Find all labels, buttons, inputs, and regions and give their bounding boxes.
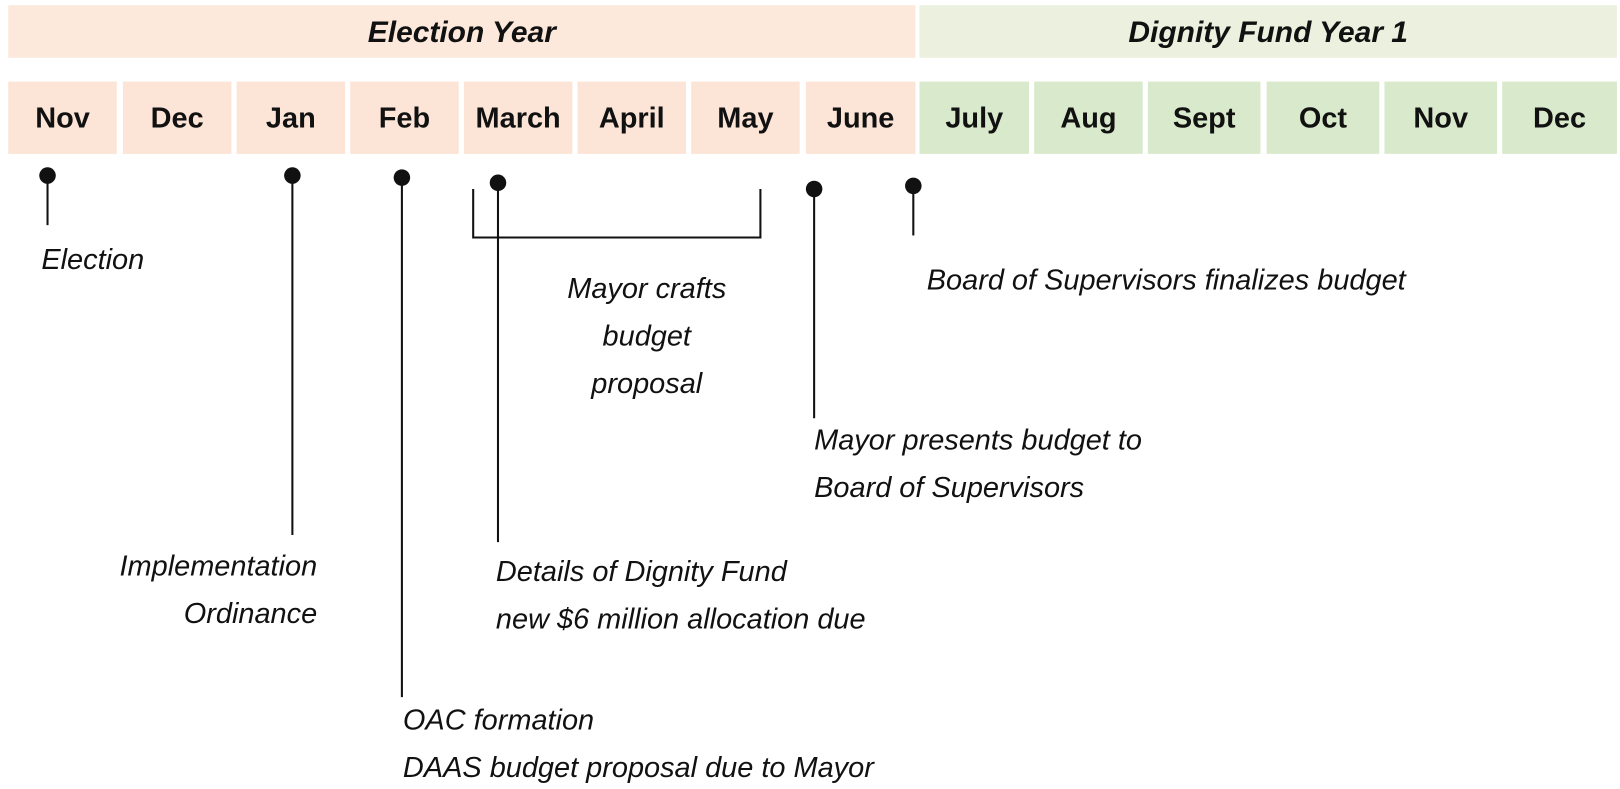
pin-dot [39,167,56,184]
month-label: Nov [35,102,90,134]
month-label: Sept [1173,102,1236,134]
event-label: new $6 million allocation due [496,603,866,635]
month-cell [1147,81,1261,154]
month-label: June [827,102,894,134]
month-label: April [599,102,665,134]
month-label: Feb [379,102,430,134]
month-label: Aug [1060,102,1116,134]
month-cell [805,81,916,154]
pin-dot [284,167,301,184]
event-label: budget [603,320,693,352]
event-label: proposal [590,368,703,400]
month-cell [1034,81,1143,154]
event-label: Mayor presents budget to [814,425,1142,457]
event-label: Details of Dignity Fund [496,556,788,588]
header-band [919,5,1617,58]
month-cell [350,81,459,154]
event-label: Election [41,244,144,276]
month-label: May [717,102,773,134]
month-cell [577,81,687,154]
event-label: OAC formation [403,705,594,737]
month-label: July [945,102,1003,134]
bracket [472,188,762,239]
month-cell [919,81,1030,154]
pin-dot [489,174,507,192]
month-cell [1266,81,1380,154]
month-label: March [476,102,561,134]
month-label: Jan [266,102,316,134]
month-cell [236,81,346,154]
event-label: DAAS budget proposal due to Mayor [403,752,875,784]
month-cell [691,81,800,154]
month-cell [1502,81,1617,154]
event-label: Ordinance [184,598,317,630]
month-label: Nov [1413,102,1468,134]
month-label: Dec [1533,102,1586,134]
header-band [8,5,916,58]
month-cell [1384,81,1498,154]
pin-dot [905,177,922,195]
event-label: Implementation [119,551,317,583]
month-cell [8,81,117,154]
month-label: Dec [151,102,204,134]
event-label: Board of Supervisors [814,472,1084,504]
event-label: Board of Supervisors finalizes budget [927,265,1408,297]
header-label: Election Year [368,16,558,49]
month-label: Oct [1299,102,1348,134]
month-cell [463,81,573,154]
pin-dot [805,180,823,198]
month-cell [122,81,232,154]
pin-dot [393,169,411,186]
header-label: Dignity Fund Year 1 [1128,16,1408,49]
event-label: Mayor crafts [567,273,726,305]
